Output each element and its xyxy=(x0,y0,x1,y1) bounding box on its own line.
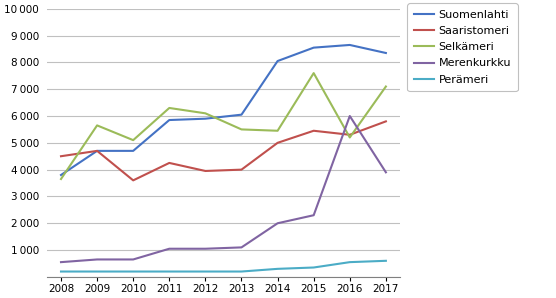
Saaristomeri xyxy=(166,161,172,165)
Saaristomeri xyxy=(310,129,317,133)
Suomenlahti xyxy=(202,117,208,120)
Saaristomeri xyxy=(383,119,389,123)
Saaristomeri xyxy=(202,169,208,173)
Merenkurkku xyxy=(346,114,353,118)
Suomenlahti xyxy=(310,46,317,49)
Perämeri xyxy=(274,267,281,271)
Selkämeri xyxy=(58,177,64,181)
Selkämeri xyxy=(274,129,281,133)
Merenkurkku xyxy=(94,258,101,261)
Line: Suomenlahti: Suomenlahti xyxy=(61,45,386,175)
Merenkurkku xyxy=(238,246,245,249)
Saaristomeri xyxy=(94,149,101,153)
Suomenlahti xyxy=(58,173,64,177)
Saaristomeri xyxy=(346,133,353,136)
Suomenlahti xyxy=(274,59,281,63)
Legend: Suomenlahti, Saaristomeri, Selkämeri, Merenkurkku, Perämeri: Suomenlahti, Saaristomeri, Selkämeri, Me… xyxy=(408,3,518,91)
Selkämeri xyxy=(166,106,172,110)
Selkämeri xyxy=(383,85,389,88)
Merenkurkku xyxy=(58,260,64,264)
Perämeri xyxy=(383,259,389,263)
Suomenlahti xyxy=(166,118,172,122)
Perämeri xyxy=(130,270,137,273)
Perämeri xyxy=(58,270,64,273)
Selkämeri xyxy=(310,71,317,75)
Merenkurkku xyxy=(130,258,137,261)
Line: Merenkurkku: Merenkurkku xyxy=(61,116,386,262)
Merenkurkku xyxy=(383,170,389,174)
Perämeri xyxy=(238,270,245,273)
Selkämeri xyxy=(130,138,137,142)
Line: Saaristomeri: Saaristomeri xyxy=(61,121,386,180)
Perämeri xyxy=(166,270,172,273)
Saaristomeri xyxy=(238,168,245,171)
Merenkurkku xyxy=(202,247,208,251)
Selkämeri xyxy=(346,136,353,139)
Line: Perämeri: Perämeri xyxy=(61,261,386,271)
Selkämeri xyxy=(238,128,245,131)
Selkämeri xyxy=(202,111,208,115)
Saaristomeri xyxy=(58,154,64,158)
Merenkurkku xyxy=(166,247,172,251)
Merenkurkku xyxy=(274,221,281,225)
Perämeri xyxy=(310,266,317,269)
Perämeri xyxy=(94,270,101,273)
Suomenlahti xyxy=(94,149,101,153)
Merenkurkku xyxy=(310,213,317,217)
Line: Selkämeri: Selkämeri xyxy=(61,73,386,179)
Selkämeri xyxy=(94,124,101,127)
Saaristomeri xyxy=(130,179,137,182)
Suomenlahti xyxy=(238,113,245,117)
Perämeri xyxy=(346,260,353,264)
Suomenlahti xyxy=(383,51,389,55)
Saaristomeri xyxy=(274,141,281,145)
Perämeri xyxy=(202,270,208,273)
Suomenlahti xyxy=(346,43,353,47)
Suomenlahti xyxy=(130,149,137,153)
